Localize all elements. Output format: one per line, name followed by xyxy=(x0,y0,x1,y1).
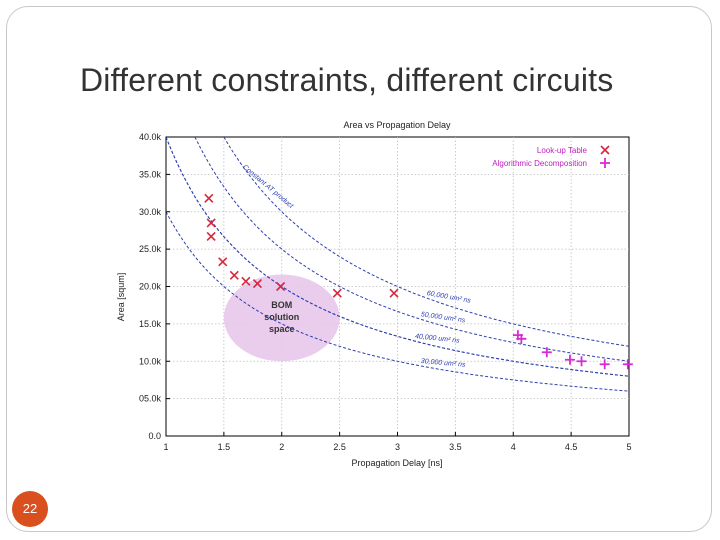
axes: 1 1.5 2 2.5 3 3.5 4 4.5 5 0.0 05.0k 10.0k 15.0k 20.0k… xyxy=(139,132,632,452)
algorithmic-decomposition-point xyxy=(541,347,552,358)
x-tick-label: 2.5 xyxy=(333,442,346,452)
bom-label-line: solution xyxy=(264,312,299,322)
legend-marker-x xyxy=(600,145,610,155)
x-tick-label: 5 xyxy=(626,442,631,452)
at-curve xyxy=(166,137,629,377)
x-tick-label: 1 xyxy=(163,442,168,452)
bom-label-line: BOM xyxy=(271,300,292,310)
legend: Look-up Table Algorithmic Decomposition xyxy=(492,145,610,168)
bom-ellipse xyxy=(223,274,340,362)
lookup-table-point xyxy=(276,281,286,292)
slide-title: Different constraints, different circuit… xyxy=(80,62,614,98)
at-curve xyxy=(223,137,629,347)
at-curve xyxy=(166,211,629,392)
bom-solution-space: BOM solution space xyxy=(223,274,340,362)
at-curve xyxy=(194,137,629,362)
lookup-table-point xyxy=(204,193,214,203)
y-tick-label: 40.0k xyxy=(139,132,162,142)
y-tick-label: 15.0k xyxy=(139,319,162,329)
algorithmic-decomposition-point xyxy=(576,356,587,367)
y-tick-label: 25.0k xyxy=(139,244,162,254)
y-tick-label: 30.0k xyxy=(139,207,162,217)
bom-label-line: space xyxy=(269,324,295,334)
slide-frame xyxy=(6,6,712,532)
x-axis-label: Propagation Delay [ns] xyxy=(351,458,442,468)
x-tick-label: 4.5 xyxy=(565,442,578,452)
legend-label: Algorithmic Decomposition xyxy=(492,159,587,168)
algorithmic-decomposition-point xyxy=(564,354,575,365)
at-curve-label: 40,000 um² ns xyxy=(415,333,461,345)
page-number-badge: 22 xyxy=(12,491,48,527)
y-tick-label: 35.0k xyxy=(139,169,162,179)
at-curve-label: 30,000 um² ns xyxy=(420,358,466,369)
chart-title: Area vs Propagation Delay xyxy=(343,120,451,130)
lookup-table-point xyxy=(389,288,399,298)
y-tick-label: 20.0k xyxy=(139,282,162,292)
algorithmic-decomposition-point xyxy=(516,333,527,344)
data-points xyxy=(204,193,633,370)
x-tick-label: 2 xyxy=(279,442,284,452)
legend-marker-plus xyxy=(600,158,610,168)
lookup-table-point xyxy=(229,270,239,280)
lookup-table-point xyxy=(218,257,228,267)
y-axis-label: Area [squm] xyxy=(116,273,126,322)
y-tick-label: 05.0k xyxy=(139,394,162,404)
algorithmic-decomposition-point xyxy=(599,359,610,370)
lookup-table-point xyxy=(252,278,263,289)
y-tick-label: 10.0k xyxy=(139,356,162,366)
y-tick-label: 0.0 xyxy=(148,431,161,441)
x-tick-label: 4 xyxy=(511,442,516,452)
lookup-table-point xyxy=(206,218,216,228)
lookup-table-point xyxy=(332,288,342,298)
x-tick-label: 3 xyxy=(395,442,400,452)
x-tick-label: 1.5 xyxy=(218,442,231,452)
algorithmic-decomposition-point xyxy=(622,359,633,370)
legend-label: Look-up Table xyxy=(537,146,588,155)
x-tick-label: 3.5 xyxy=(449,442,462,452)
lookup-table-point xyxy=(241,276,251,286)
lookup-table-point xyxy=(206,231,216,241)
